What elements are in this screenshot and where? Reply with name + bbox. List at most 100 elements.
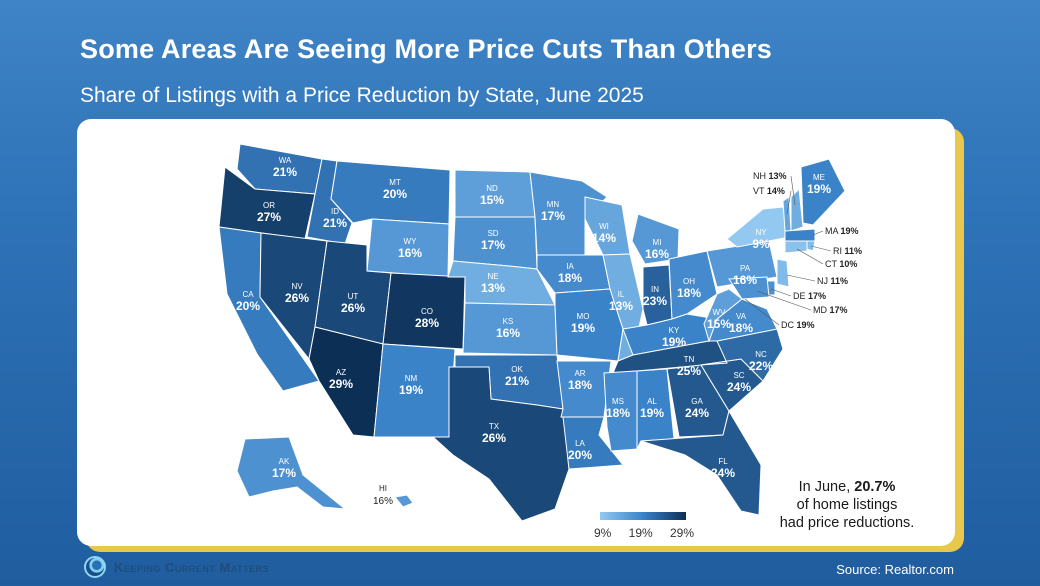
brand-name: Keeping Current Matters xyxy=(114,559,270,575)
state-abbr: WV xyxy=(713,308,727,317)
callout-leader-line xyxy=(786,190,792,215)
state-value: 25% xyxy=(677,364,701,378)
color-legend: 9% 19% 29% xyxy=(594,512,694,540)
state-hi xyxy=(394,494,414,508)
state-value: 14% xyxy=(592,231,616,245)
state-fl xyxy=(640,409,762,516)
state-value: 15% xyxy=(480,193,504,207)
callout-leader-line xyxy=(744,298,780,326)
state-value: 9% xyxy=(752,237,770,251)
state-abbr: KS xyxy=(503,317,514,326)
state-abbr: IL xyxy=(618,290,625,299)
state-mn xyxy=(529,171,608,256)
legend-gradient-bar xyxy=(600,512,686,520)
state-abbr: OH xyxy=(683,277,695,286)
state-value: 26% xyxy=(341,301,365,315)
state-value: 20% xyxy=(383,187,407,201)
state-value: 21% xyxy=(273,165,297,179)
state-nj xyxy=(776,258,790,288)
state-value: 26% xyxy=(285,291,309,305)
state-value: 24% xyxy=(727,380,751,394)
brand-logo: Keeping Current Matters xyxy=(84,556,269,578)
swirl-logo-icon xyxy=(84,556,106,578)
state-label-hi: HI 16% xyxy=(373,484,393,507)
state-value: 22% xyxy=(749,359,773,373)
state-value: 24% xyxy=(685,406,709,420)
callout-nj: NJ 11% xyxy=(817,276,848,286)
state-oh xyxy=(668,250,718,320)
callout-de: DE 17% xyxy=(793,291,826,301)
state-abbr: MO xyxy=(577,312,590,321)
state-value: 19% xyxy=(399,383,423,397)
state-value: 16% xyxy=(645,247,669,261)
state-value: 26% xyxy=(482,431,506,445)
state-ak xyxy=(236,436,347,510)
state-value: 29% xyxy=(329,377,353,391)
state-value: 16% xyxy=(496,326,520,340)
state-abbr: MI xyxy=(653,238,662,247)
summary-line-2: of home listings xyxy=(796,497,898,513)
state-abbr: TN xyxy=(684,355,695,364)
state-wv xyxy=(703,288,743,343)
state-abbr: TX xyxy=(489,422,500,431)
state-abbr: WY xyxy=(404,237,418,246)
state-value: 19% xyxy=(571,321,595,335)
state-value: 18% xyxy=(729,321,753,335)
callout-leader-line xyxy=(786,274,816,282)
state-abbr: WI xyxy=(599,222,609,231)
state-nh xyxy=(790,187,804,232)
state-ct xyxy=(784,240,808,254)
state-value: 20% xyxy=(568,448,592,462)
state-nc xyxy=(700,328,784,382)
state-abbr: OK xyxy=(511,365,523,374)
callout-ri: RI 11% xyxy=(833,246,862,256)
state-value: 18% xyxy=(677,286,701,300)
callout-ma: MA 19% xyxy=(825,226,859,236)
state-abbr: AR xyxy=(574,369,585,378)
state-abbr: AZ xyxy=(336,368,346,377)
callout-vt: VT 14% xyxy=(753,186,785,196)
state-abbr: ND xyxy=(486,184,498,193)
state-value: 27% xyxy=(257,210,281,224)
state-abbr: LA xyxy=(575,439,585,448)
legend-max-label: 29% xyxy=(669,526,694,540)
state-value: 17% xyxy=(272,466,296,480)
state-or xyxy=(218,166,316,240)
state-value: 18% xyxy=(568,378,592,392)
callout-dc: DC 19% xyxy=(781,320,815,330)
summary-note: In June, 20.7% of home listings had pric… xyxy=(757,478,937,532)
state-abbr: VA xyxy=(736,312,747,321)
state-value: 21% xyxy=(505,374,529,388)
state-md xyxy=(728,276,770,300)
state-value: 16% xyxy=(398,246,422,260)
callout-leader-line xyxy=(756,290,812,311)
callout-leader-line xyxy=(810,245,832,252)
state-abbr: NC xyxy=(755,350,767,359)
state-abbr: FL xyxy=(718,457,728,466)
state-abbr: IN xyxy=(651,285,659,294)
